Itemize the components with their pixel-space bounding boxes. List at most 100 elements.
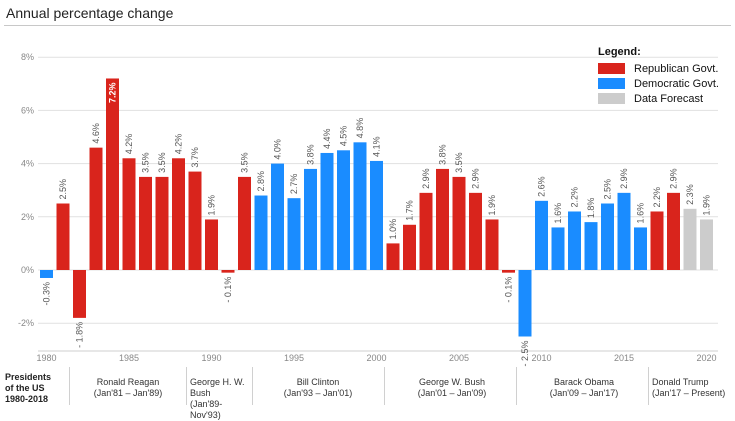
bar-2007: [485, 219, 499, 270]
data-label-1983: 4.6%: [91, 123, 101, 144]
chart-legend: Legend: Republican Govt. Democratic Govt…: [598, 46, 719, 106]
data-label-2007: 1.9%: [487, 195, 497, 216]
bar-2016: [634, 227, 647, 270]
bar-1991: [221, 270, 235, 273]
data-label-2011: 1.6%: [553, 203, 563, 224]
data-label-1991: - 0.1%: [223, 277, 233, 303]
presidents-header-line: of the US: [5, 383, 45, 393]
bar-1984: [106, 78, 119, 270]
x-tick-label: 1980: [36, 353, 56, 363]
bar-2005: [452, 176, 466, 270]
data-label-2013: 1.8%: [586, 198, 596, 219]
data-label-2002: 1.7%: [405, 200, 415, 221]
bar-1999: [353, 142, 367, 270]
president-term: (Jan'09 – Jan'17): [549, 388, 619, 398]
data-label-2014: 2.5%: [603, 179, 613, 200]
legend-item-republican: Republican Govt.: [598, 61, 719, 76]
title-divider: [4, 25, 731, 26]
x-tick-label: 1990: [201, 353, 221, 363]
bar-1985: [122, 158, 136, 270]
x-tick-label: 1995: [284, 353, 304, 363]
bar-1996: [304, 168, 317, 270]
data-label-2010: 2.6%: [537, 176, 547, 197]
bar-2000: [370, 160, 383, 270]
data-label-1982: - 1.8%: [75, 322, 85, 348]
legend-swatch-republican: [598, 63, 625, 74]
data-label-1990: 1.9%: [207, 195, 217, 216]
data-label-2004: 3.8%: [438, 144, 448, 165]
data-label-2017: 2.2%: [652, 187, 662, 208]
x-tick-label: 2000: [366, 353, 386, 363]
y-tick-label: 6%: [21, 105, 34, 115]
bar-1995: [287, 198, 301, 270]
president-bush-sr: George H. W. Bush (Jan'89-Nov'93): [190, 377, 252, 421]
data-label-2001: 1.0%: [388, 219, 398, 240]
president-separator: [69, 367, 70, 405]
president-trump: Donald Trump (Jan'17 – Present): [652, 377, 734, 399]
president-separator: [186, 367, 187, 405]
president-reagan: Ronald Reagan (Jan'81 – Jan'89): [72, 377, 184, 399]
data-label-2003: 2.9%: [421, 168, 431, 189]
data-label-2020: 1.9%: [702, 195, 712, 216]
bar-2006: [469, 192, 482, 270]
bar-2015: [617, 192, 631, 270]
bar-2003: [419, 192, 433, 270]
presidents-header-line: 1980-2018: [5, 394, 49, 404]
x-tick-label: 2010: [531, 353, 551, 363]
x-tick-label: 2020: [696, 353, 716, 363]
data-label-1992: 3.5%: [240, 152, 250, 173]
legend-label-democratic: Democratic Govt.: [634, 77, 719, 90]
bar-1983: [89, 147, 103, 270]
bar-1986: [139, 176, 152, 270]
bar-1989: [188, 171, 202, 270]
data-label-1980: -0.3%: [42, 282, 52, 306]
legend-swatch-forecast: [598, 93, 625, 104]
bar-2014: [601, 203, 614, 270]
bar-1992: [238, 176, 251, 270]
president-bush-jr: George W. Bush (Jan'01 – Jan'09): [396, 377, 508, 399]
president-clinton: Bill Clinton (Jan'93 – Jan'01): [262, 377, 374, 399]
bar-2010: [535, 200, 548, 270]
data-label-1993: 2.8%: [256, 171, 266, 192]
president-separator: [516, 367, 517, 405]
bar-1994: [271, 163, 284, 270]
data-label-1997: 4.4%: [322, 128, 332, 149]
bar-2009: [518, 270, 532, 337]
bar-2008: [502, 270, 515, 273]
data-label-1986: 3.5%: [141, 152, 151, 173]
data-label-1996: 3.8%: [306, 144, 316, 165]
data-label-2012: 2.2%: [570, 187, 580, 208]
bar-1990: [205, 219, 218, 270]
presidents-header-line: Presidents: [5, 372, 52, 382]
president-separator: [648, 367, 649, 405]
page-title: Annual percentage change: [6, 5, 174, 21]
data-label-1981: 2.5%: [58, 179, 68, 200]
president-name: Bill Clinton: [296, 377, 340, 387]
president-name: Donald Trump: [652, 377, 709, 387]
bar-2017: [650, 211, 664, 270]
president-term: Bush: [190, 388, 211, 398]
y-tick-label: 0%: [21, 265, 34, 275]
legend-label-republican: Republican Govt.: [634, 62, 719, 75]
y-tick-label: 2%: [21, 212, 34, 222]
bar-1981: [56, 203, 70, 270]
data-label-1987: 3.5%: [157, 152, 167, 173]
data-label-2015: 2.9%: [619, 168, 629, 189]
president-separator: [252, 367, 253, 405]
bar-1998: [337, 150, 350, 270]
president-term: (Jan'17 – Present): [652, 388, 726, 398]
data-label-1998: 4.5%: [339, 126, 349, 147]
data-label-2008: - 0.1%: [504, 277, 514, 303]
x-tick-label: 2005: [449, 353, 469, 363]
president-obama: Barack Obama (Jan'09 – Jan'17): [528, 377, 640, 399]
bar-2012: [568, 211, 581, 270]
data-label-2000: 4.1%: [372, 136, 382, 157]
bar-2002: [403, 224, 416, 270]
data-label-2006: 2.9%: [471, 168, 481, 189]
x-tick-label: 2015: [614, 353, 634, 363]
legend-item-democratic: Democratic Govt.: [598, 76, 719, 91]
president-name: George W. Bush: [418, 377, 486, 387]
legend-item-forecast: Data Forecast: [598, 91, 719, 106]
bar-2001: [386, 243, 400, 270]
